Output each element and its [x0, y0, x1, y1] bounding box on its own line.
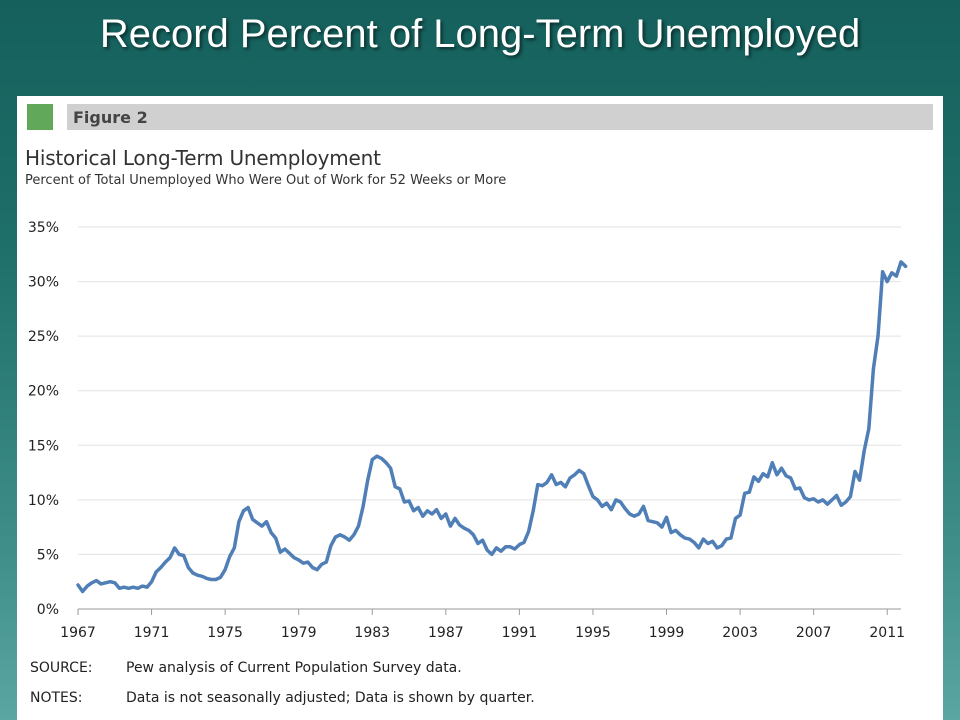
x-tick-label: 1991 — [502, 625, 538, 641]
x-tick-label: 2007 — [796, 625, 832, 641]
y-tick-label: 30% — [28, 275, 59, 291]
chart-title: Historical Long-Term Unemployment — [25, 146, 381, 170]
notes-row: NOTES: Data is not seasonally adjusted; D… — [30, 690, 535, 706]
source-text: Pew analysis of Current Population Surve… — [126, 660, 462, 676]
figure-panel: Figure 2 Historical Long-Term Unemployme… — [17, 96, 943, 720]
y-tick-label: 35% — [28, 220, 59, 236]
x-tick-label: 1983 — [354, 625, 390, 641]
notes-text: Data is not seasonally adjusted; Data is… — [126, 690, 535, 706]
y-tick-label: 20% — [28, 384, 59, 400]
figure-label: Figure 2 — [73, 108, 148, 127]
x-tick-label: 1967 — [60, 625, 96, 641]
x-tick-label: 1987 — [428, 625, 464, 641]
x-tick-label: 2003 — [722, 625, 758, 641]
series-line — [76, 260, 908, 594]
y-tick-label: 5% — [37, 547, 59, 563]
x-tick-label: 1971 — [134, 625, 170, 641]
source-row: SOURCE: Pew analysis of Current Populatio… — [30, 660, 462, 676]
x-tick-label: 1975 — [207, 625, 243, 641]
slide-title: Record Percent of Long-Term Unemployed — [99, 12, 861, 56]
y-tick-label: 0% — [37, 602, 59, 618]
x-tick-label: 2011 — [869, 625, 905, 641]
x-tick-label: 1999 — [649, 625, 685, 641]
figure-header-bar — [67, 104, 933, 130]
y-tick-label: 10% — [28, 493, 59, 509]
x-tick-label: 1979 — [281, 625, 317, 641]
figure-accent-square — [27, 104, 53, 130]
chart-subtitle: Percent of Total Unemployed Who Were Out… — [25, 173, 507, 188]
source-key: SOURCE: — [30, 660, 93, 676]
x-tick-label: 1995 — [575, 625, 611, 641]
y-tick-label: 25% — [28, 329, 59, 345]
line-chart: 0% 5% 10% 15% 20% 25% 30% 35% 1967 1971 1975 1979 19… — [28, 220, 908, 641]
y-tick-label: 15% — [28, 438, 59, 454]
notes-key: NOTES: — [30, 690, 83, 706]
